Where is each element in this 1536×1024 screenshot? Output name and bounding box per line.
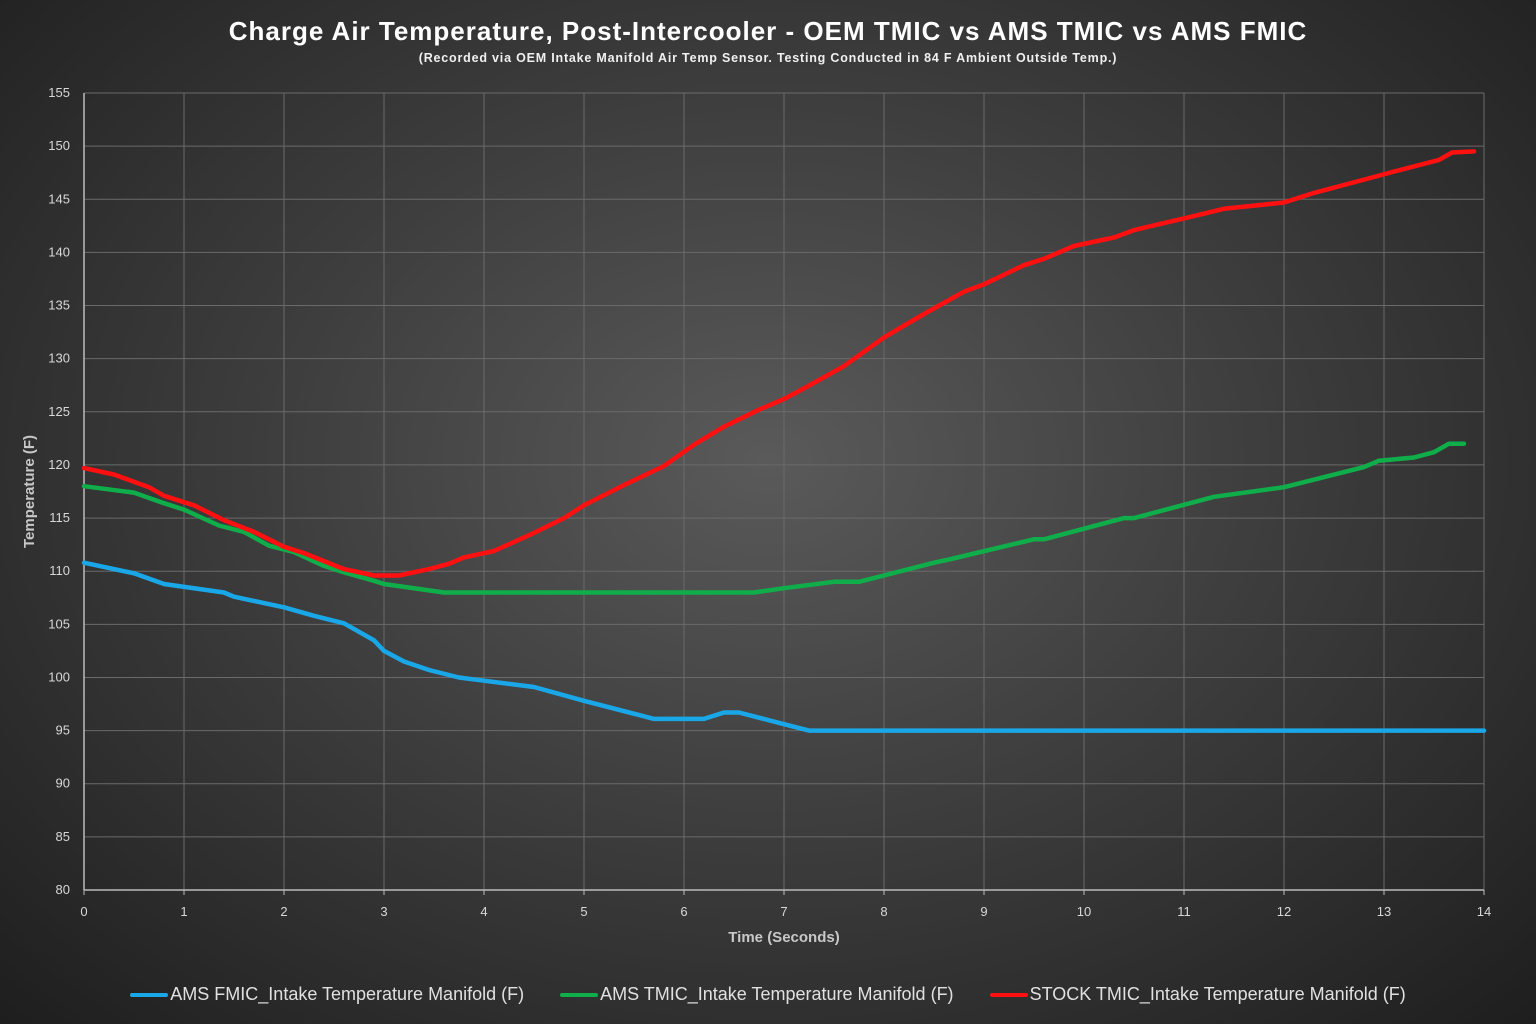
y-tick-label: 120 bbox=[48, 457, 70, 472]
y-tick-label: 95 bbox=[56, 723, 70, 738]
legend-item-fmic: AMS FMIC_Intake Temperature Manifold (F) bbox=[130, 984, 524, 1005]
series-line-2 bbox=[81, 149, 1477, 578]
y-tick-label: 135 bbox=[48, 298, 70, 313]
x-tick-label: 10 bbox=[1077, 904, 1091, 919]
x-tick-label: 7 bbox=[780, 904, 787, 919]
legend-item-ams-tmic: AMS TMIC_Intake Temperature Manifold (F) bbox=[560, 984, 954, 1005]
y-tick-label: 125 bbox=[48, 404, 70, 419]
x-tick-label: 2 bbox=[280, 904, 287, 919]
x-tick-label: 8 bbox=[880, 904, 887, 919]
legend-swatch bbox=[989, 992, 1028, 997]
x-tick-label: 13 bbox=[1377, 904, 1391, 919]
legend-swatch bbox=[130, 992, 169, 997]
legend-item-stock-tmic: STOCK TMIC_Intake Temperature Manifold (… bbox=[989, 984, 1406, 1005]
y-tick-label: 90 bbox=[56, 776, 70, 791]
y-tick-label: 155 bbox=[48, 85, 70, 100]
y-tick-label: 100 bbox=[48, 669, 70, 684]
x-tick-label: 11 bbox=[1177, 904, 1191, 919]
y-tick-label: 150 bbox=[48, 138, 70, 153]
legend-label: AMS TMIC_Intake Temperature Manifold (F) bbox=[600, 984, 954, 1004]
series-line-0 bbox=[81, 560, 1487, 733]
x-tick-label: 12 bbox=[1277, 904, 1291, 919]
y-tick-label: 140 bbox=[48, 244, 70, 259]
x-tick-label: 5 bbox=[580, 904, 587, 919]
y-tick-label: 105 bbox=[48, 616, 70, 631]
legend-label: STOCK TMIC_Intake Temperature Manifold (… bbox=[1029, 984, 1406, 1004]
x-tick-label: 14 bbox=[1477, 904, 1491, 919]
y-tick-label: 115 bbox=[49, 510, 70, 525]
y-axis-label: Temperature (F) bbox=[21, 435, 38, 548]
x-tick-label: 9 bbox=[980, 904, 987, 919]
y-tick-label: 130 bbox=[48, 351, 70, 366]
x-tick-label: 1 bbox=[180, 904, 187, 919]
x-axis-label: Time (Seconds) bbox=[728, 929, 839, 946]
y-tick-label: 80 bbox=[56, 882, 70, 897]
y-tick-label: 85 bbox=[56, 829, 70, 844]
series-line-1 bbox=[81, 441, 1467, 595]
legend-label: AMS FMIC_Intake Temperature Manifold (F) bbox=[170, 984, 525, 1004]
x-tick-label: 4 bbox=[480, 904, 487, 919]
y-tick-label: 145 bbox=[48, 191, 70, 206]
legend-swatch bbox=[560, 992, 599, 997]
x-tick-label: 0 bbox=[80, 904, 87, 919]
x-tick-label: 6 bbox=[680, 904, 687, 919]
y-tick-label: 110 bbox=[49, 563, 70, 578]
legend: AMS FMIC_Intake Temperature Manifold (F)… bbox=[0, 984, 1536, 1005]
chart-subtitle: (Recorded via OEM Intake Manifold Air Te… bbox=[418, 51, 1118, 65]
chart-title: Charge Air Temperature, Post-Intercooler… bbox=[228, 16, 1308, 46]
x-tick-label: 3 bbox=[380, 904, 387, 919]
